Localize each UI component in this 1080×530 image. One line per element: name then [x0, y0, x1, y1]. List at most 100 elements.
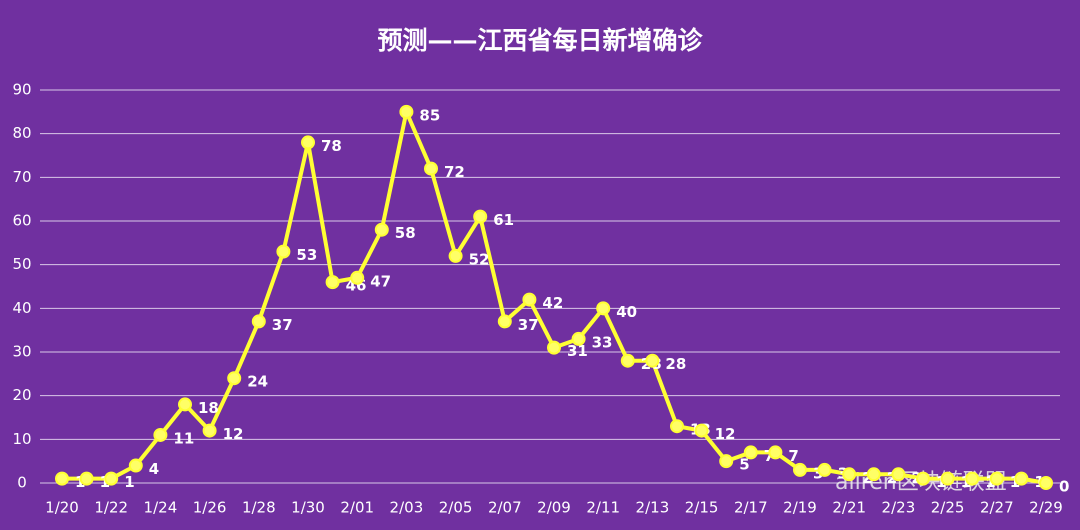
x-tick-label: 2/25	[931, 499, 965, 517]
x-tick-label: 2/15	[685, 499, 719, 517]
data-label: 37	[518, 316, 539, 334]
data-label: 2	[862, 469, 872, 487]
point	[251, 314, 266, 329]
x-tick-label: 1/24	[144, 499, 178, 517]
data-label: 53	[296, 246, 317, 264]
data-label: 31	[567, 342, 588, 360]
y-tick-label: 50	[12, 255, 31, 273]
data-label: 72	[444, 163, 465, 181]
point	[153, 427, 168, 442]
data-label: 12	[715, 425, 736, 443]
x-tick-label: 2/23	[882, 499, 916, 517]
chart-title: 预测——江西省每日新增确诊	[377, 26, 703, 55]
point	[522, 292, 537, 307]
data-label: 4	[149, 460, 159, 478]
point	[276, 244, 291, 259]
point	[104, 471, 119, 486]
data-label: 1	[985, 473, 995, 491]
point	[497, 314, 512, 329]
data-label: 2	[887, 469, 897, 487]
point	[719, 454, 734, 469]
x-tick-label: 2/13	[636, 499, 670, 517]
point	[793, 462, 807, 477]
x-tick-label: 2/09	[537, 499, 571, 517]
data-label: 5	[739, 456, 749, 474]
data-label: 1	[75, 473, 85, 491]
x-tick-label: 1/26	[193, 499, 227, 517]
data-label: 1	[124, 473, 134, 491]
data-label: 40	[616, 303, 637, 321]
y-tick-label: 40	[12, 299, 31, 317]
x-tick-label: 2/29	[1029, 499, 1063, 517]
y-tick-label: 30	[12, 343, 31, 361]
point	[768, 445, 783, 460]
data-label: 3	[813, 464, 823, 482]
point	[79, 471, 94, 486]
data-label: 58	[395, 224, 416, 242]
data-label: 12	[223, 425, 244, 443]
data-label: 37	[272, 316, 293, 334]
x-tick-label: 2/27	[980, 499, 1014, 517]
data-label: 61	[493, 211, 514, 229]
point	[645, 353, 660, 368]
point	[989, 471, 1004, 486]
y-tick-label: 90	[12, 81, 31, 99]
point	[1039, 476, 1053, 490]
data-label: 1	[1010, 473, 1020, 491]
point	[325, 275, 340, 290]
x-tick-label: 1/28	[242, 499, 276, 517]
point	[399, 104, 414, 119]
x-tick-label: 2/17	[734, 499, 768, 517]
point	[374, 222, 389, 237]
point	[227, 371, 242, 386]
x-tick-label: 2/03	[390, 499, 424, 517]
data-label: 47	[370, 272, 391, 290]
point	[301, 135, 315, 150]
point	[473, 209, 488, 224]
point	[424, 161, 438, 176]
point	[620, 353, 635, 368]
point	[965, 471, 980, 486]
x-tick-label: 1/30	[291, 499, 325, 517]
data-label: 85	[419, 106, 440, 124]
y-tick-label: 0	[17, 474, 27, 492]
point	[866, 467, 881, 482]
point	[940, 471, 955, 486]
x-tick-label: 1/20	[45, 499, 79, 517]
x-tick-label: 2/11	[586, 499, 620, 517]
data-label: 7	[764, 447, 774, 465]
y-tick-label: 80	[12, 124, 31, 142]
data-label: 33	[592, 333, 613, 351]
point	[547, 340, 561, 355]
data-label: 1	[961, 473, 971, 491]
point	[55, 471, 69, 486]
point	[596, 301, 611, 316]
data-label: 1	[100, 473, 110, 491]
y-tick-label: 70	[12, 168, 31, 186]
x-tick-label: 2/21	[832, 499, 866, 517]
data-label: 52	[469, 250, 490, 268]
point	[448, 248, 463, 263]
point	[694, 423, 709, 438]
x-tick-label: 1/22	[94, 499, 128, 517]
point	[817, 462, 832, 477]
x-tick-label: 2/19	[783, 499, 817, 517]
data-label: 42	[542, 294, 563, 312]
point	[128, 458, 143, 473]
point	[670, 419, 684, 434]
data-label: 18	[198, 399, 219, 417]
x-tick-label: 2/01	[340, 499, 374, 517]
point	[891, 467, 906, 482]
point	[842, 467, 857, 482]
x-tick-label: 2/07	[488, 499, 522, 517]
data-label: 11	[173, 429, 194, 447]
point	[743, 445, 758, 460]
x-tick-label: 2/05	[439, 499, 473, 517]
data-label: 78	[321, 137, 342, 155]
y-tick-label: 10	[12, 430, 31, 448]
data-label: 0	[1059, 478, 1069, 496]
y-tick-label: 20	[12, 386, 31, 404]
point	[1014, 471, 1029, 486]
